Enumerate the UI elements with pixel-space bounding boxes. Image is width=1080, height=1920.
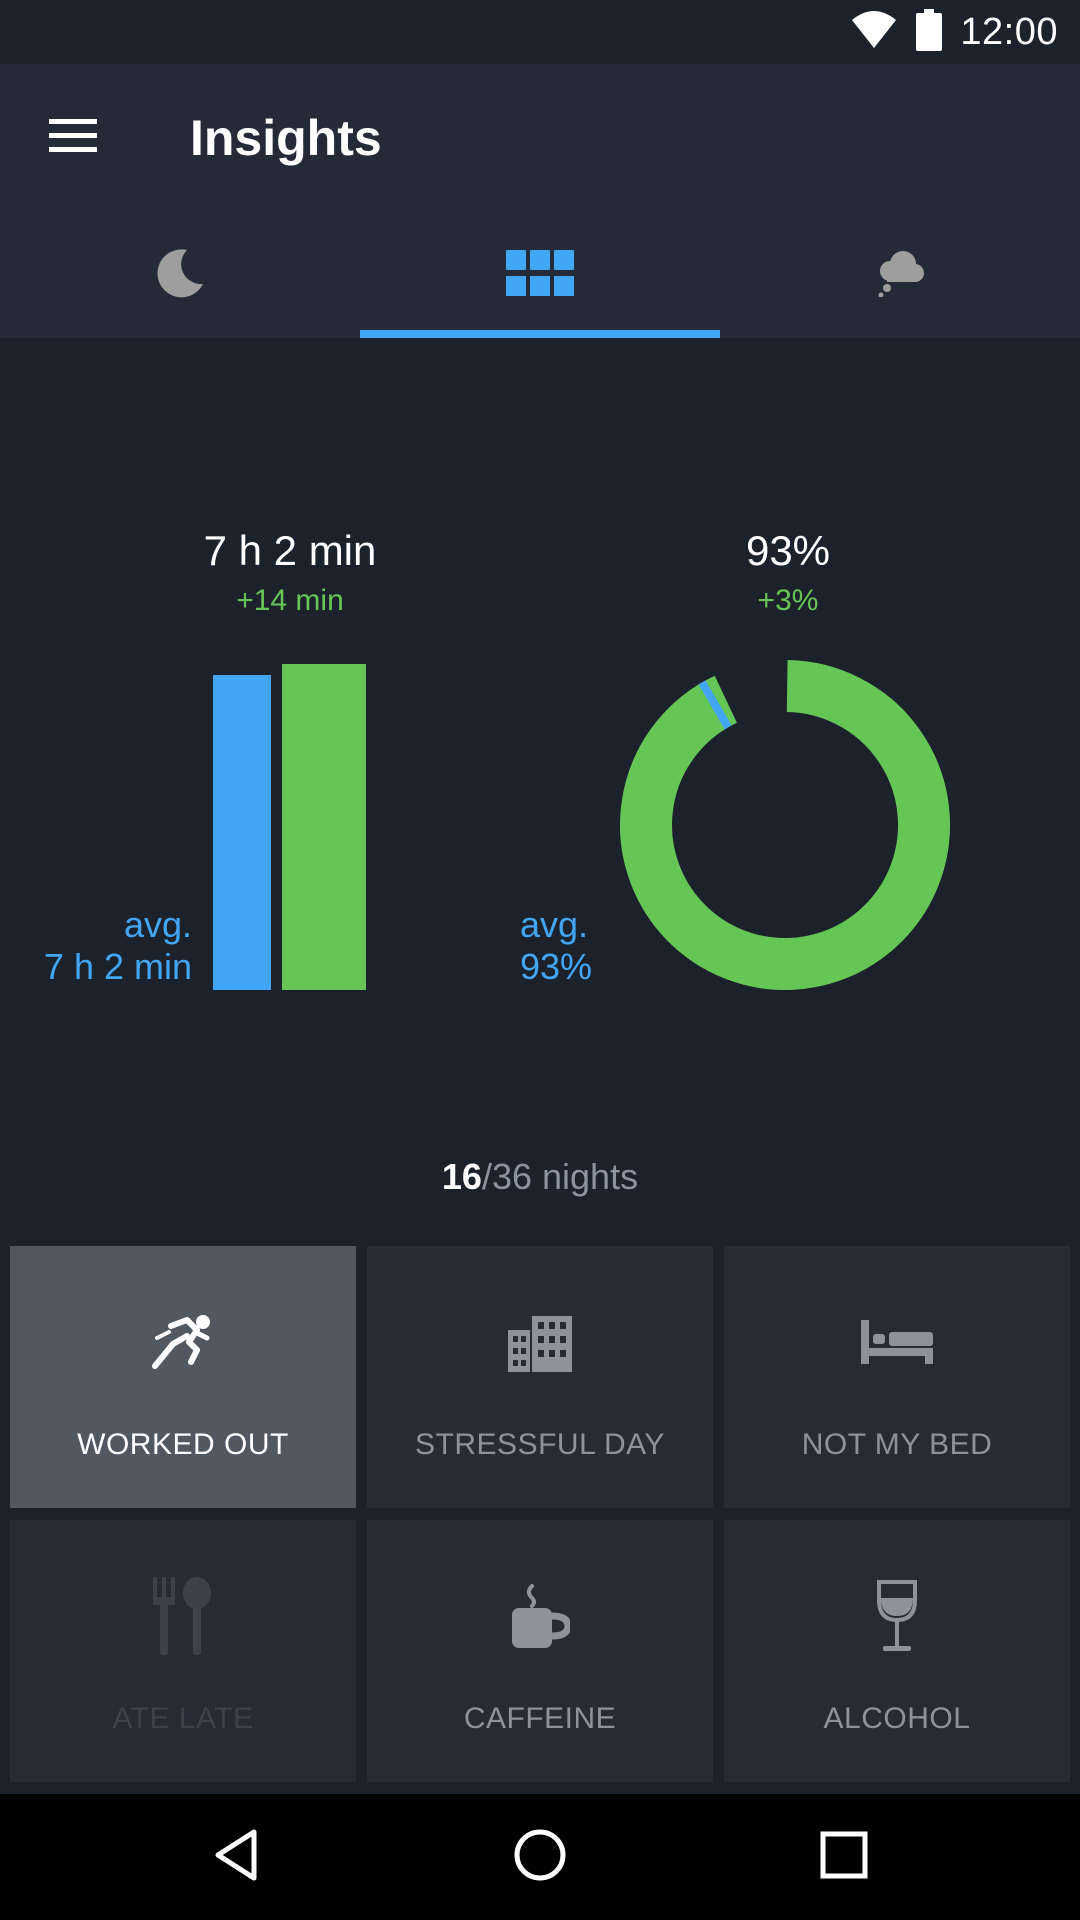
duration-value: 7 h 2 min (203, 527, 377, 574)
recents-square-icon (820, 1831, 868, 1884)
duration-avg-label: avg. 7 h 2 min (20, 904, 192, 988)
coffee-cup-icon (510, 1580, 570, 1652)
tag-label: ATE LATE (112, 1702, 254, 1735)
tag-alcohol[interactable]: ALCOHOL (724, 1520, 1070, 1782)
thought-cloud-icon (875, 249, 925, 302)
selected-duration-bar (282, 664, 366, 990)
page-title: Insights (190, 110, 382, 166)
tag-worked-out[interactable]: WORKED OUT (10, 1246, 356, 1508)
quality-delta: +3% (757, 584, 819, 617)
system-nav-bar (0, 1794, 1080, 1920)
tab-sleep[interactable] (0, 212, 360, 338)
quality-avg-caption: avg. (520, 904, 589, 945)
quality-stat: 93% +3% (608, 526, 968, 620)
status-icons: 12:00 (850, 8, 1058, 56)
tag-stressful-day[interactable]: STRESSFUL DAY (367, 1246, 713, 1508)
tag-label: WORKED OUT (77, 1428, 289, 1461)
tag-label: CAFFEINE (463, 1702, 617, 1735)
bed-icon (861, 1306, 933, 1378)
moon-icon (155, 248, 205, 303)
tab-bar (0, 212, 1080, 338)
back-triangle-icon (212, 1828, 260, 1887)
tag-caffeine[interactable]: CAFFEINE (367, 1520, 713, 1782)
battery-icon (916, 8, 943, 56)
tag-label: NOT MY BED (801, 1428, 993, 1461)
clock: 12:00 (960, 10, 1058, 53)
quality-avg-label: avg. 93% (520, 904, 620, 988)
average-quality-marker (698, 680, 732, 730)
tab-indicator (360, 330, 720, 338)
status-bar: 12:00 (0, 0, 1080, 64)
menu-button[interactable] (38, 110, 108, 166)
quality-ring (620, 660, 950, 990)
average-duration-bar (213, 675, 271, 990)
tag-not-my-bed[interactable]: NOT MY BED (724, 1246, 1070, 1508)
wine-glass-icon (875, 1580, 919, 1652)
home-button[interactable] (490, 1818, 590, 1896)
tab-dreams[interactable] (720, 212, 1080, 338)
duration-delta: +14 min (236, 584, 344, 617)
quality-avg-value: 93% (520, 946, 593, 987)
duration-stat: 7 h 2 min +14 min (110, 526, 470, 620)
back-button[interactable] (186, 1818, 286, 1896)
quality-value: 93% (745, 527, 831, 574)
quality-donut-chart (620, 660, 950, 990)
duration-avg-caption: avg. (123, 904, 192, 945)
nights-selected: 16 (441, 1156, 482, 1197)
fork-spoon-icon (151, 1577, 215, 1655)
tag-grid: WORKED OUT STRESSFUL DAY (10, 1246, 1070, 1784)
home-circle-icon (513, 1828, 567, 1887)
tag-ate-late[interactable]: ATE LATE (10, 1520, 356, 1782)
duration-avg-value: 7 h 2 min (43, 946, 192, 987)
hamburger-icon (49, 118, 97, 158)
tag-label: STRESSFUL DAY (415, 1428, 665, 1461)
grid-icon (506, 249, 574, 301)
nights-count: 16/36 nights (0, 1156, 1080, 1198)
running-person-icon (151, 1306, 215, 1378)
recents-button[interactable] (794, 1818, 894, 1896)
app-bar: Insights (0, 64, 1080, 212)
tag-label: ALCOHOL (823, 1702, 971, 1735)
nights-total: /36 nights (481, 1156, 639, 1197)
tab-tags[interactable] (360, 212, 720, 338)
wifi-icon (850, 10, 898, 55)
city-buildings-icon (508, 1306, 572, 1378)
